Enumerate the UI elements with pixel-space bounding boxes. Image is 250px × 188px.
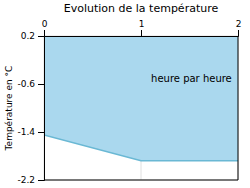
tick-mark <box>38 84 44 85</box>
tick: -2.2 <box>17 175 44 185</box>
axis-line <box>45 30 239 37</box>
marks <box>44 36 238 161</box>
tick-mark <box>38 36 44 37</box>
grid <box>44 36 238 180</box>
tick-mark <box>238 30 239 36</box>
line <box>44 135 238 161</box>
tick-mark <box>141 30 142 36</box>
title: Evolution de la température <box>64 2 219 15</box>
frame <box>44 180 238 181</box>
tick-mark <box>38 132 44 133</box>
tick: 1 <box>139 19 145 36</box>
x-axis: 0 1 2 <box>42 19 242 37</box>
tick: 0 <box>42 19 48 36</box>
grid-line <box>238 36 239 180</box>
tick-label: -2.2 <box>17 175 35 185</box>
annotation: heure par heure <box>151 73 232 84</box>
tick: -0.6 <box>17 79 44 89</box>
tick-label: 2 <box>236 19 242 29</box>
frame <box>238 36 239 180</box>
chart: 0.2 -0.6 -1.4 -2.2 0 1 2 heure par heure Evoluti… <box>0 0 250 188</box>
tick-label: -1.4 <box>17 127 35 137</box>
tick-label: 0 <box>42 19 48 29</box>
tick-label: 1 <box>139 19 145 29</box>
area <box>44 36 238 161</box>
tick-label: -0.6 <box>17 79 35 89</box>
tick-mark <box>44 30 45 36</box>
axis-line <box>38 37 45 181</box>
tick-mark <box>38 180 44 181</box>
y-axis-title: Température en °C <box>4 66 14 152</box>
plot: 0.2 -0.6 -1.4 -2.2 0 1 2 heure par heure <box>17 19 241 185</box>
y-axis: 0.2 -0.6 -1.4 -2.2 <box>17 31 44 185</box>
tick: 2 <box>236 19 242 36</box>
tick-label: 0.2 <box>21 31 35 41</box>
tick: -1.4 <box>17 127 44 137</box>
grid-line <box>44 180 238 181</box>
tick: 0.2 <box>21 31 44 41</box>
